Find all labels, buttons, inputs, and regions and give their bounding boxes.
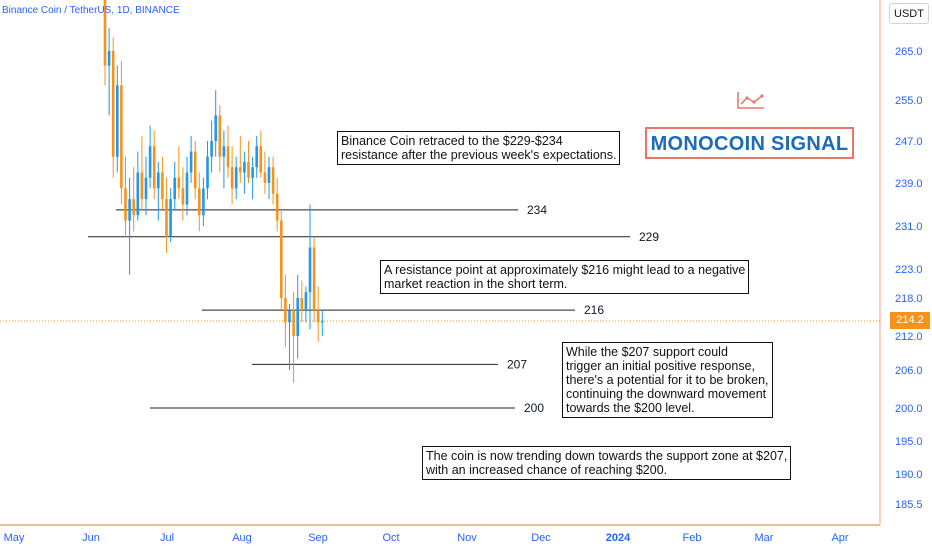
candle-body-10 (144, 177, 148, 200)
candle-body-45 (288, 310, 291, 323)
candle-body-37 (255, 146, 258, 168)
candle-body-46 (292, 310, 295, 336)
candle-body-17 (173, 177, 176, 200)
y-tick-label-7: 212.0 (895, 331, 923, 343)
y-tick-label-3: 239.0 (895, 178, 923, 190)
candle-body-19 (181, 188, 185, 205)
x-tick-label-4: Sep (308, 532, 328, 544)
x-tick-label-7: Dec (531, 532, 551, 544)
y-tick-label-12: 185.5 (895, 499, 923, 511)
candle-body-26 (210, 141, 213, 157)
x-tick-label-10: Mar (755, 532, 774, 544)
candle-body-6 (128, 199, 131, 221)
candle-body-32 (234, 167, 238, 189)
y-tick-label-2: 247.0 (895, 136, 923, 148)
annotation-resistance: A resistance point at approximately $216… (380, 260, 750, 294)
candle-body-12 (152, 146, 156, 189)
candle-body-47 (296, 298, 299, 336)
annotation-support: While the $207 support could trigger an … (562, 342, 773, 418)
currency-label[interactable]: USDT (889, 3, 929, 24)
candle-body-4 (120, 85, 123, 189)
candle-body-9 (140, 172, 144, 200)
candle-body-21 (189, 151, 193, 173)
x-tick-label-8: 2024 (606, 532, 631, 544)
y-tick-label-10: 195.0 (895, 436, 923, 448)
candle-body-27 (214, 115, 217, 141)
symbol-title[interactable]: Binance Coin / TetherUS, 1D, BINANCE (2, 5, 180, 16)
candle-body-5 (124, 188, 127, 221)
y-tick-label-11: 190.0 (895, 469, 923, 481)
candle-body-31 (230, 167, 234, 189)
x-tick-label-2: Jul (160, 532, 174, 544)
candle-body-33 (239, 167, 242, 173)
x-tick-label-1: Jun (82, 532, 100, 544)
candle-body-48 (300, 298, 304, 311)
candle-body-35 (247, 162, 250, 178)
candle-body-29 (222, 146, 226, 157)
candle-body-41 (271, 167, 275, 194)
candle-body-50 (308, 247, 312, 293)
candle-body-13 (157, 172, 160, 189)
y-tick-label-6: 218.0 (895, 293, 923, 305)
current-price-tag: 214.2 (890, 312, 930, 329)
level-label-216: 216 (584, 303, 604, 317)
level-label-207: 207 (507, 357, 527, 371)
candle-body-2 (111, 51, 115, 157)
candle-body-22 (193, 151, 197, 189)
candle-body-53 (321, 321, 324, 323)
candle-body-8 (136, 172, 140, 216)
y-tick-label-8: 206.0 (895, 365, 923, 377)
level-label-234: 234 (527, 203, 547, 217)
candle-body-36 (251, 167, 254, 178)
candle-body-24 (202, 188, 205, 216)
candle-body-28 (218, 115, 222, 157)
brand-badge: MONOCOIN SIGNAL (645, 127, 854, 159)
level-label-229: 229 (639, 230, 659, 244)
candle-body-11 (148, 146, 152, 178)
candle-body-25 (206, 156, 209, 189)
candle-body-3 (116, 85, 119, 157)
y-tick-label-0: 265.0 (895, 46, 923, 58)
candle-body-39 (263, 172, 267, 183)
candle-body-23 (198, 188, 201, 216)
level-label-200: 200 (524, 401, 544, 415)
y-tick-label-9: 200.0 (895, 403, 923, 415)
y-tick-label-5: 223.0 (895, 264, 923, 276)
candle-body-16 (169, 199, 172, 237)
candle-body-51 (312, 247, 316, 311)
x-tick-label-11: Apr (831, 532, 848, 544)
candle-body-30 (226, 146, 230, 168)
candle-body-7 (132, 199, 135, 216)
candle-body-49 (304, 292, 308, 311)
candle-body-42 (275, 193, 279, 221)
candle-body-15 (165, 199, 168, 237)
y-tick-label-1: 255.0 (895, 95, 923, 107)
candle-body-18 (177, 177, 181, 189)
candle-body-14 (161, 172, 164, 200)
candle-body-20 (185, 172, 189, 205)
candle-body-40 (267, 167, 271, 183)
x-tick-label-5: Oct (382, 532, 399, 544)
candle-body-34 (243, 162, 246, 173)
candle-body-44 (284, 298, 287, 323)
x-tick-label-3: Aug (232, 532, 252, 544)
candle-body-43 (280, 220, 283, 298)
x-tick-label-9: Feb (683, 532, 702, 544)
candle-body-52 (316, 310, 320, 323)
y-tick-label-4: 231.0 (895, 221, 923, 233)
candle-body-38 (259, 146, 263, 173)
x-tick-label-0: May (4, 532, 25, 544)
candle-body-1 (107, 51, 111, 66)
annotation-trend: The coin is now trending down towards th… (422, 446, 792, 480)
candle-body-0 (103, 0, 107, 66)
annotation-retrace: Binance Coin retraced to the $229-$234 r… (337, 131, 621, 165)
x-tick-label-6: Nov (457, 532, 477, 544)
